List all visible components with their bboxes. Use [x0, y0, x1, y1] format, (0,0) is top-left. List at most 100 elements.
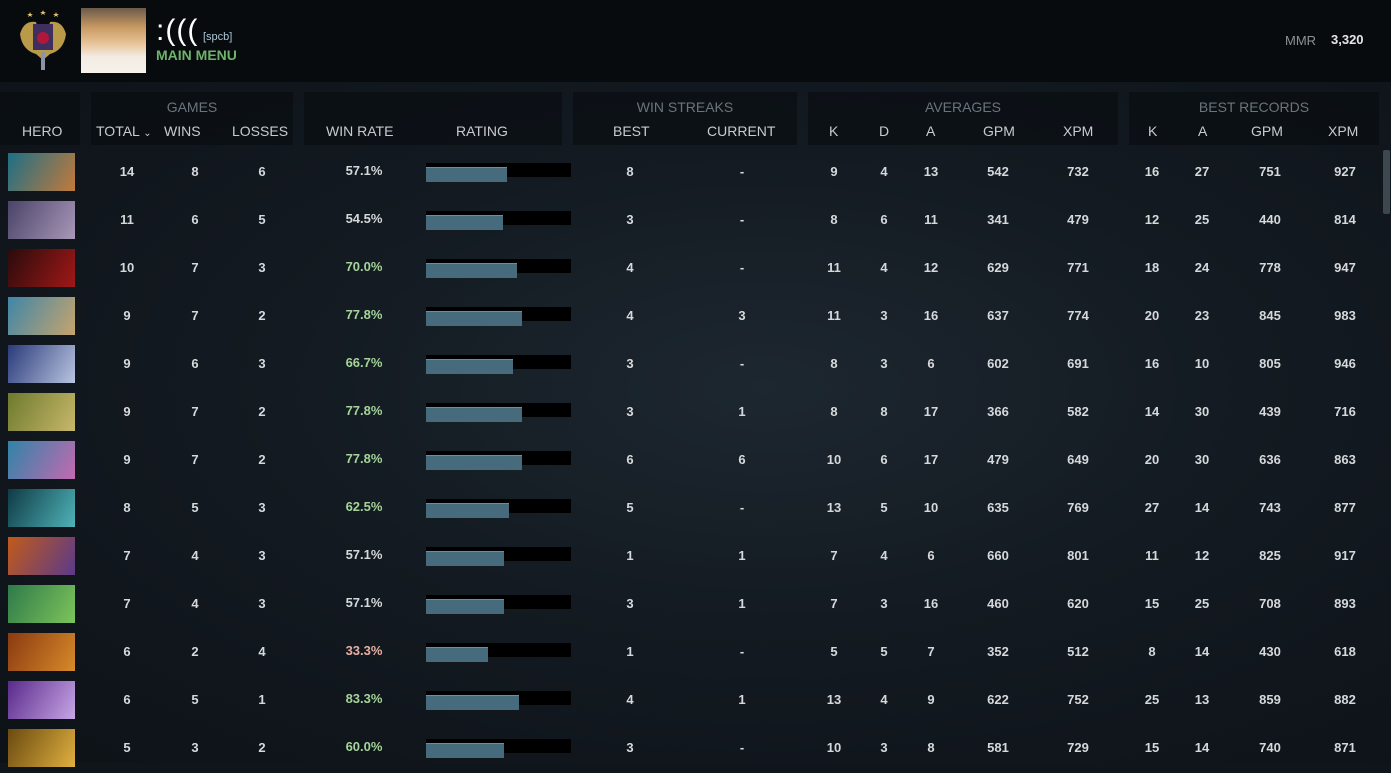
cell-k: 13 [826, 500, 842, 515]
table-row[interactable]: 8 5 3 5 - 13 5 10 635 769 27 14 743 877 62.5% [0, 485, 1380, 533]
table-row[interactable]: 9 6 3 3 - 8 3 6 602 691 16 10 805 946 66.7% [0, 341, 1380, 389]
cell-d: 3 [880, 740, 888, 755]
hero-portrait[interactable] [8, 153, 75, 191]
col-best-streak[interactable]: BEST [613, 123, 650, 139]
hero-portrait[interactable] [8, 297, 75, 335]
cell-gpm: 622 [987, 692, 1009, 707]
cell-current: - [739, 260, 745, 275]
cell-xpm: 732 [1067, 164, 1089, 179]
col-losses[interactable]: LOSSES [232, 123, 289, 139]
cell-losses: 5 [258, 212, 266, 227]
col-total[interactable]: TOTAL ⌄ [96, 123, 152, 139]
col-avg-d[interactable]: D [879, 123, 890, 139]
cell-xpm: 691 [1067, 356, 1089, 371]
cell-current: - [739, 356, 745, 371]
cell-gpm: 660 [987, 548, 1009, 563]
table-row[interactable]: 7 4 3 1 1 7 4 6 660 801 11 12 825 917 57.1% [0, 533, 1380, 581]
cell-win-rate: 66.7% [345, 355, 383, 370]
cell-gpm: 352 [987, 644, 1009, 659]
col-wins[interactable]: WINS [164, 123, 201, 139]
best-records-header-panel [1129, 92, 1379, 145]
cell-losses: 2 [258, 452, 266, 467]
table-row[interactable]: 9 7 2 3 1 8 8 17 366 582 14 30 439 716 77.8% [0, 389, 1380, 437]
cell-losses: 2 [258, 308, 266, 323]
cell-bgpm: 743 [1259, 500, 1281, 515]
hero-portrait[interactable] [8, 729, 75, 767]
hero-portrait[interactable] [8, 393, 75, 431]
cell-ba: 14 [1194, 740, 1210, 755]
cell-gpm: 460 [987, 596, 1009, 611]
cell-bk: 11 [1145, 548, 1159, 563]
cell-bgpm: 740 [1259, 740, 1281, 755]
cell-xpm: 512 [1067, 644, 1089, 659]
hero-portrait[interactable] [8, 537, 75, 575]
table-row[interactable]: 9 7 2 4 3 11 3 16 637 774 20 23 845 983 77.8% [0, 293, 1380, 341]
cell-best: 3 [626, 740, 634, 755]
cell-current: 1 [738, 692, 746, 707]
scrollbar[interactable] [1383, 150, 1390, 214]
cell-a: 6 [927, 548, 935, 563]
hero-portrait[interactable] [8, 633, 75, 671]
cell-wins: 6 [191, 356, 199, 371]
cell-a: 17 [923, 452, 939, 467]
hero-portrait[interactable] [8, 201, 75, 239]
hero-portrait[interactable] [8, 441, 75, 479]
cell-win-rate: 77.8% [345, 451, 383, 466]
cell-best: 5 [626, 500, 634, 515]
hero-portrait[interactable] [8, 489, 75, 527]
cell-bgpm: 430 [1259, 644, 1281, 659]
cell-bgpm: 751 [1259, 164, 1281, 179]
col-win-rate[interactable]: WIN RATE [326, 123, 394, 139]
cell-d: 3 [880, 356, 888, 371]
streaks-header-panel [573, 92, 797, 145]
cell-total: 9 [123, 404, 131, 419]
cell-gpm: 366 [987, 404, 1009, 419]
cell-current: 1 [738, 596, 746, 611]
cell-win-rate: 77.8% [345, 403, 383, 418]
rating-bar-fill [426, 551, 505, 566]
col-avg-gpm[interactable]: GPM [983, 123, 1015, 139]
group-best-records: BEST RECORDS [1198, 99, 1310, 115]
table-row[interactable]: 9 7 2 6 6 10 6 17 479 649 20 30 636 863 77.8% [0, 437, 1380, 485]
hero-portrait[interactable] [8, 345, 75, 383]
col-best-a[interactable]: A [1198, 123, 1208, 139]
cell-win-rate: 57.1% [345, 595, 383, 610]
col-hero[interactable]: HERO [22, 123, 63, 139]
col-rating[interactable]: RATING [456, 123, 508, 139]
cell-xpm: 729 [1067, 740, 1089, 755]
table-row[interactable]: 6 2 4 1 - 5 5 7 352 512 8 14 430 618 33.3% [0, 629, 1380, 677]
main-menu-link[interactable]: MAIN MENU [156, 47, 237, 63]
cell-k: 8 [830, 404, 838, 419]
hero-portrait[interactable] [8, 249, 75, 287]
cell-bxpm: 618 [1334, 644, 1356, 659]
cell-bgpm: 439 [1259, 404, 1281, 419]
table-row[interactable]: 5 3 2 3 - 10 3 8 581 729 15 14 740 871 60.0% [0, 725, 1380, 773]
table-row[interactable]: 6 5 1 4 1 13 4 9 622 752 25 13 859 882 83.3% [0, 677, 1380, 725]
cell-losses: 3 [258, 500, 266, 515]
col-best-xpm[interactable]: XPM [1328, 123, 1359, 139]
cell-best: 8 [626, 164, 634, 179]
cell-ba: 25 [1194, 596, 1210, 611]
cell-current: - [739, 740, 745, 755]
avatar[interactable] [81, 8, 146, 73]
rank-medal-icon [20, 10, 66, 70]
table-row[interactable]: 7 4 3 3 1 7 3 16 460 620 15 25 708 893 57.1% [0, 581, 1380, 629]
table-row[interactable]: 14 8 6 8 - 9 4 13 542 732 16 27 751 927 57.1% [0, 149, 1380, 197]
cell-ba: 24 [1194, 260, 1210, 275]
col-best-k[interactable]: K [1148, 123, 1158, 139]
table-row[interactable]: 11 6 5 3 - 8 6 11 341 479 12 25 440 814 54.5% [0, 197, 1380, 245]
cell-bk: 16 [1144, 164, 1160, 179]
table-row[interactable]: 10 7 3 4 - 11 4 12 629 771 18 24 778 947 70.0% [0, 245, 1380, 293]
cell-losses: 1 [258, 692, 266, 707]
background [0, 80, 1391, 763]
cell-win-rate: 33.3% [345, 643, 383, 658]
hero-portrait[interactable] [8, 585, 75, 623]
col-current-streak[interactable]: CURRENT [707, 123, 776, 139]
hero-portrait[interactable] [8, 681, 75, 719]
col-avg-k[interactable]: K [829, 123, 839, 139]
col-avg-xpm[interactable]: XPM [1063, 123, 1094, 139]
cell-bk: 20 [1144, 308, 1160, 323]
cell-total: 6 [123, 692, 131, 707]
col-best-gpm[interactable]: GPM [1251, 123, 1283, 139]
col-avg-a[interactable]: A [926, 123, 936, 139]
